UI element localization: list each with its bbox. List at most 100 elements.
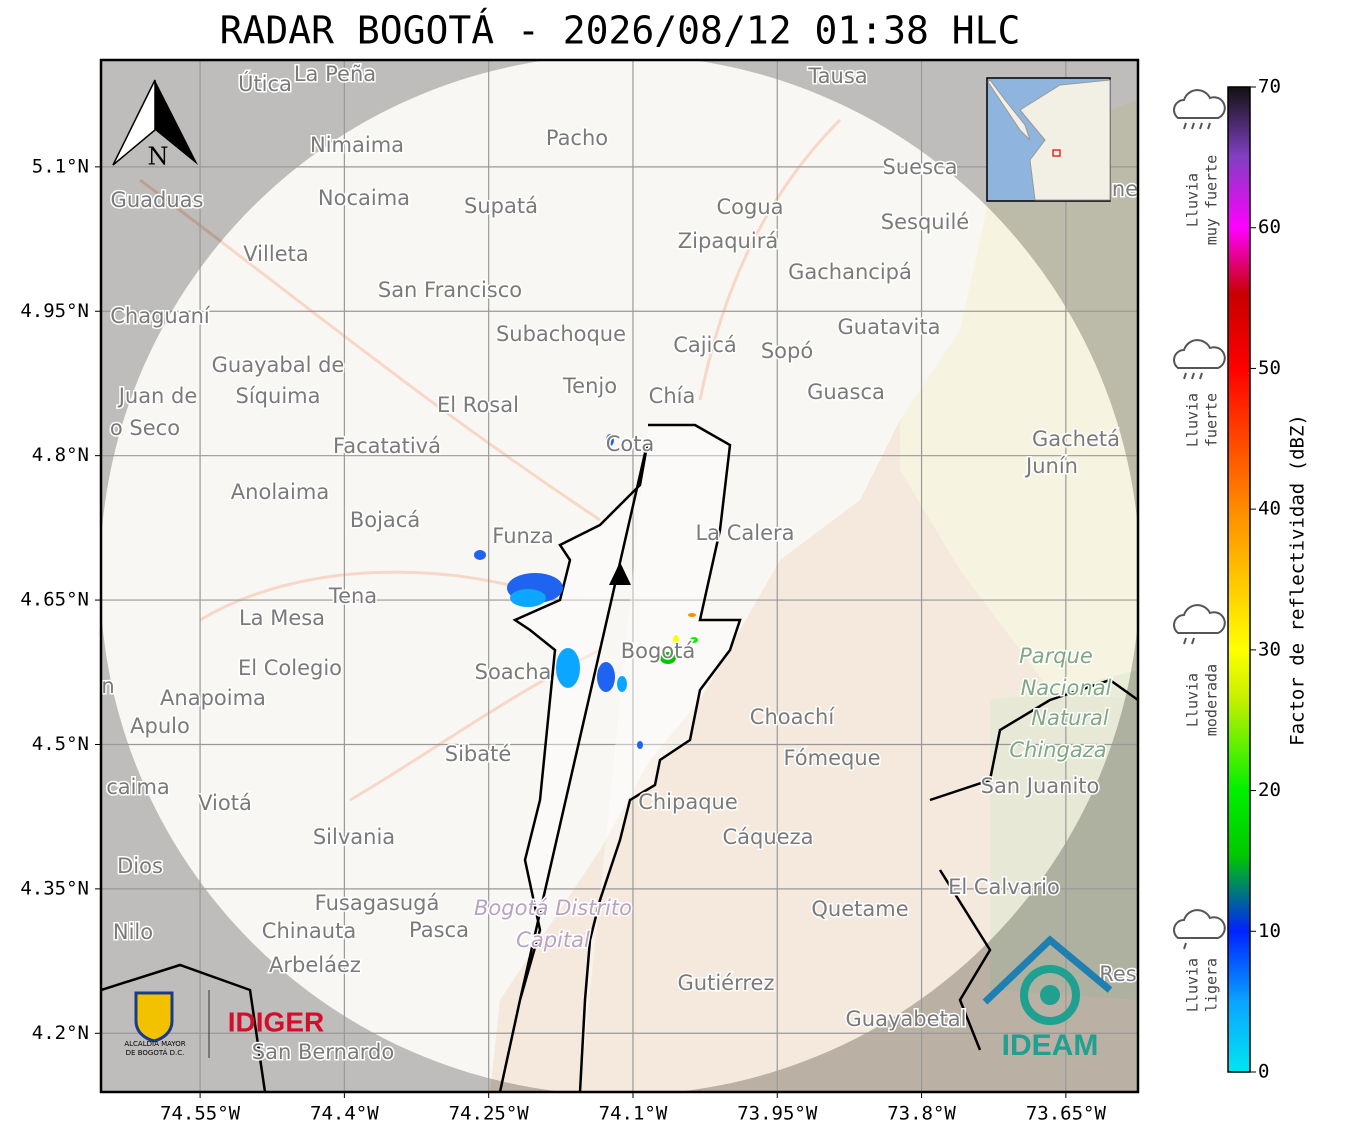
- logo-alcaldia: ALCALDÍA MAYOR DE BOGOTÁ D.C. IDIGER: [124, 990, 324, 1058]
- rain-category: Lluvia muy fuerte: [1173, 89, 1226, 245]
- place-label: Soacha: [475, 660, 552, 684]
- place-label: Guasca: [807, 380, 885, 404]
- rain-category: Lluvia fuerte: [1173, 339, 1226, 447]
- bogota-boundary: [512, 423, 742, 1092]
- place-label: La Calera: [695, 521, 794, 545]
- rain-drop: [1191, 637, 1195, 645]
- place-label: Cáqueza: [723, 825, 814, 849]
- alcaldia-text: DE BOGOTÁ D.C.: [126, 1048, 185, 1057]
- department-boundary: [101, 678, 1138, 1092]
- place-label: Sibaté: [445, 742, 512, 766]
- ideam-logo: IDEAM: [1002, 1029, 1099, 1062]
- rain-category: Lluvia moderada: [1173, 604, 1226, 736]
- cloud-icon: [1173, 339, 1226, 369]
- rain-drop: [1199, 122, 1203, 130]
- place-label: Arbeláez: [269, 953, 361, 977]
- inset-land: [987, 79, 1031, 141]
- place-label: Cota: [606, 432, 655, 456]
- rain-category-label: muy fuerte: [1203, 155, 1221, 245]
- place-label: Pacho: [546, 126, 608, 150]
- place-label: Cajicá: [673, 333, 737, 357]
- place-label: Bogotá Distrito: [474, 896, 632, 920]
- place-label: ne: [1112, 177, 1138, 201]
- colorbar-tick-label: 40: [1258, 498, 1281, 520]
- idiger-logo: IDIGER: [228, 1006, 324, 1037]
- echo: [556, 648, 580, 688]
- place-label: Bogotá: [621, 639, 696, 663]
- y-tick-label: 4.35°N: [20, 877, 89, 899]
- place-label: San Juanito: [981, 774, 1100, 798]
- place-label: Viotá: [198, 791, 252, 815]
- colorbar-tick-label: 50: [1258, 357, 1281, 379]
- echo: [510, 589, 546, 607]
- place-label: Guayabetal: [846, 1007, 967, 1031]
- place-label: Juan de: [117, 384, 198, 408]
- x-tick-label: 73.8°W: [887, 1103, 956, 1125]
- y-tick-label: 4.65°N: [20, 589, 89, 611]
- place-label: caima: [106, 775, 170, 799]
- roof: [982, 935, 1113, 1005]
- inset-land: [1019, 79, 1111, 201]
- place-label: Síquima: [236, 384, 321, 408]
- logo-ideam: IDEAM: [982, 935, 1113, 1062]
- rain-drop: [1183, 637, 1187, 645]
- place-label: Nocaima: [318, 186, 410, 210]
- place-label: Zipaquirá: [678, 229, 778, 253]
- place-label: El Colegio: [238, 656, 342, 680]
- place-label: Res: [1099, 962, 1137, 986]
- rain-category-label: ligera: [1203, 958, 1221, 1012]
- rain-category-label: Lluvia: [1184, 673, 1202, 727]
- shield: [134, 991, 174, 1043]
- echo: [637, 741, 643, 749]
- colorbar-tick-label: 10: [1258, 920, 1281, 942]
- place-label: n: [101, 674, 114, 698]
- place-label: Natural: [1031, 706, 1109, 730]
- radar-site: [609, 562, 631, 585]
- radar-echoes: [474, 434, 698, 749]
- echo: [690, 637, 698, 643]
- alcaldia-text: ALCALDÍA MAYOR: [124, 1039, 185, 1048]
- place-label: Choachí: [750, 705, 836, 729]
- north-arrow: N: [112, 79, 198, 171]
- cloud-icon: [1173, 89, 1226, 119]
- echo: [617, 676, 627, 692]
- rain-drop: [1191, 122, 1195, 130]
- echo: [606, 434, 614, 446]
- roads: [139, 118, 842, 802]
- place-label: Bojacá: [350, 508, 420, 532]
- north-label: N: [148, 143, 169, 171]
- rain-category-label: Lluvia: [1184, 958, 1202, 1012]
- place-label: Chía: [649, 384, 696, 408]
- place-label: Quetame: [811, 897, 908, 921]
- x-tick-label: 74.55°W: [160, 1103, 241, 1125]
- place-label: Guatavita: [838, 315, 941, 339]
- arrow-right: [155, 80, 198, 165]
- place-label: Sesquilé: [881, 210, 969, 234]
- place-label: Nimaima: [310, 133, 404, 157]
- place-label: San Francisco: [378, 278, 522, 302]
- x-tick-label: 73.65°W: [1026, 1103, 1107, 1125]
- place-label: Anapoima: [160, 686, 266, 710]
- place-label: Anolaima: [231, 480, 329, 504]
- swirl: [1040, 985, 1060, 1005]
- y-tick-label: 5.1°N: [32, 155, 89, 177]
- y-tick-label: 4.8°N: [32, 444, 89, 466]
- place-label: Tenjo: [562, 374, 617, 398]
- place-label: Sopó: [761, 339, 813, 363]
- rain-category-label: fuerte: [1203, 393, 1221, 447]
- place-label: Fusagasugá: [315, 891, 440, 915]
- rain-drop: [1183, 942, 1187, 950]
- echo: [673, 635, 679, 645]
- rain-drop: [1199, 372, 1203, 380]
- title: RADAR BOGOTÁ - 2026/08/12 01:38 HLC: [220, 9, 1021, 53]
- echo: [660, 652, 676, 664]
- place-label: Capital: [516, 928, 590, 952]
- place-label: El Rosal: [437, 393, 519, 417]
- x-tick-label: 74.4°W: [310, 1103, 379, 1125]
- place-label: Nacional: [1021, 676, 1112, 700]
- place-label: Suesca: [883, 155, 958, 179]
- x-tick-label: 73.95°W: [737, 1103, 818, 1125]
- echo: [597, 662, 615, 692]
- map-frame: [99, 58, 1140, 1094]
- place-label: Guayabal de: [212, 353, 345, 377]
